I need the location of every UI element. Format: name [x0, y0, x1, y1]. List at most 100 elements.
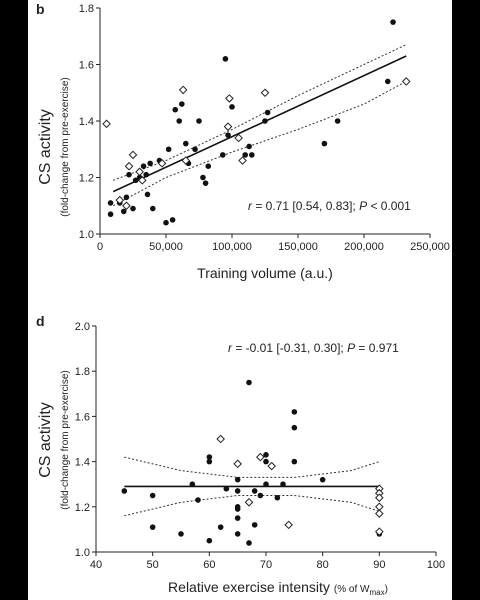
panel-b-point-filled	[107, 200, 114, 206]
panel-b-point-filled	[183, 140, 189, 147]
panel-d-chart: d 1.0 1.2 1.4 1.6 1.8 2.0 40 50 60 70 80 90 100 CS a…	[36, 313, 445, 597]
panel-d-point-filled	[121, 488, 128, 494]
panel-d-point-filled	[257, 492, 264, 499]
panel-d-point-filled	[234, 531, 241, 537]
panel-d-y-axis-label: CS activity	[37, 402, 54, 478]
panel-b-point-filled	[334, 118, 341, 124]
panel-d-point-filled	[263, 452, 269, 458]
panel-d-x-axis-unit: (% of W	[334, 584, 370, 595]
panel-b-point-filled	[144, 191, 151, 198]
panel-b-point-open-diamond	[234, 133, 243, 143]
panel-d-point-filled	[234, 506, 241, 512]
panel-b-point-open-diamond	[223, 122, 233, 131]
panel-b-point-filled	[321, 140, 328, 147]
panel-b-x-axis-label: Training volume (a.u.)	[197, 265, 333, 281]
panel-d-point-filled	[234, 488, 241, 494]
panel-b-point-open-diamond	[102, 119, 111, 129]
panel-d-ci-lower-line	[124, 495, 380, 517]
panel-b-stats-annotation: r = 0.71 [0.54, 0.83]; P < 0.001	[248, 199, 411, 213]
panel-b-point-open-diamond	[401, 77, 411, 86]
panel-d-r-symbol: r	[228, 341, 233, 355]
panel-d-point-filled	[246, 379, 252, 386]
panel-d-point-filled	[223, 485, 230, 492]
panel-d-point-filled	[291, 409, 298, 415]
panel-b-point-filled	[200, 174, 206, 181]
panel-b-regression-line	[112, 55, 407, 193]
panel-d-point-filled	[195, 497, 201, 503]
panel-b-point-filled	[242, 152, 248, 158]
panel-d-point-filled	[291, 424, 298, 431]
panel-b-x-tick-label: 0	[97, 241, 103, 253]
panel-b-point-filled	[205, 163, 212, 169]
panel-d-point-filled	[206, 454, 213, 460]
panel-b-point-filled	[225, 132, 231, 138]
panel-b-point-filled	[140, 163, 147, 169]
panel-b-chart: b 1.0 1.2 1.4 1.6 1.8 0 50,000 100,000 150,000 20…	[36, 1, 450, 281]
panel-d-point-open-diamond	[375, 493, 384, 503]
panel-d-y-tick-label: 1.2	[75, 502, 90, 514]
panel-b-point-filled	[126, 171, 132, 178]
panel-b-point-filled	[246, 143, 252, 150]
panel-b-point-filled	[150, 205, 156, 212]
panel-b-point-filled	[192, 146, 198, 153]
panel-b-point-filled	[249, 152, 255, 158]
panel-b-point-open-diamond	[115, 195, 125, 205]
panel-b-y-tick-label: 1.6	[79, 60, 94, 72]
panel-d-y-tick-label: 2.0	[75, 321, 90, 333]
panel-b-point-open-diamond	[181, 156, 191, 165]
panel-b-y-axis-sublabel: (fold-change from pre-exercise)	[60, 77, 71, 217]
panel-d-y-tick-label: 1.8	[75, 366, 90, 378]
panel-d-x-tick-label: 100	[427, 559, 445, 571]
panel-d-y-tick-label: 1.6	[75, 411, 90, 423]
panel-d-y-tick-label: 1.0	[75, 547, 90, 559]
panel-d-x-tick-label: 60	[203, 559, 215, 571]
panel-b-point-filled	[264, 109, 271, 116]
panel-d-y-axis-sublabel: (fold-change from pre-exercise)	[60, 370, 71, 510]
panel-b-point-open-diamond	[157, 159, 167, 168]
panel-d-point-filled	[206, 537, 213, 544]
panel-d-x-axis-unit-subscript: max	[369, 588, 384, 597]
panel-b-point-filled	[229, 104, 235, 110]
panel-b-point-open-diamond	[225, 94, 234, 103]
panel-b-letter: b	[36, 1, 45, 17]
panel-d-point-open-diamond	[267, 461, 276, 471]
panel-d-stats-annotation: r = -0.01 [-0.31, 0.30]; P = 0.971	[228, 341, 399, 355]
panel-d-point-filled	[217, 524, 224, 530]
panel-d-point-filled	[149, 492, 156, 499]
panel-b-ci-upper-line	[113, 44, 407, 181]
panel-b-p-symbol: P	[359, 199, 367, 213]
panel-b-point-filled	[107, 211, 114, 218]
panel-b-y-tick-label: 1.2	[79, 173, 94, 185]
panel-b-point-open-diamond	[260, 88, 270, 98]
panel-d-point-filled	[234, 515, 241, 521]
panel-b-point-filled	[262, 118, 268, 124]
panel-b-point-filled	[384, 78, 391, 85]
panel-d-plot-area: 1.0 1.2 1.4 1.6 1.8 2.0 40 50 60 70 80 90 100	[75, 321, 445, 571]
panel-b-r-value: = 0.71 [0.54, 0.83];	[252, 199, 359, 213]
panel-d-point-open-diamond	[244, 497, 254, 507]
panel-d-point-open-diamond	[375, 509, 384, 518]
panel-b-x-tick-label: 150,000	[278, 241, 318, 253]
panel-b-point-open-diamond	[122, 201, 131, 211]
panel-d-point-filled	[280, 481, 286, 488]
panel-d-point-filled	[234, 476, 241, 483]
panel-d-x-axis-title: Relative exercise intensity	[168, 579, 330, 595]
panel-b-x-tick-label: 50,000	[149, 241, 183, 253]
panel-b-point-filled	[130, 205, 136, 212]
panel-d-point-open-diamond	[216, 434, 225, 444]
panel-d-point-filled	[251, 522, 258, 528]
panel-d-point-open-diamond	[233, 459, 242, 469]
panel-d-point-open-diamond	[375, 527, 384, 536]
panel-b-y-tick-label: 1.4	[79, 116, 94, 128]
panel-d-letter: d	[36, 313, 45, 329]
panel-b-point-open-diamond	[178, 85, 188, 95]
panel-b-point-filled	[179, 101, 185, 107]
panel-b-r-symbol: r	[248, 199, 253, 213]
panel-d-x-tick-label: 90	[373, 559, 385, 571]
panel-d-p-value: = 0.971	[355, 341, 399, 355]
panel-d-point-filled	[319, 476, 326, 483]
panel-d-y-tick-label: 1.4	[75, 457, 90, 469]
panel-b-plot-area: 1.0 1.2 1.4 1.6 1.8 0 50,000 100,000 150,000 200,…	[79, 3, 450, 253]
